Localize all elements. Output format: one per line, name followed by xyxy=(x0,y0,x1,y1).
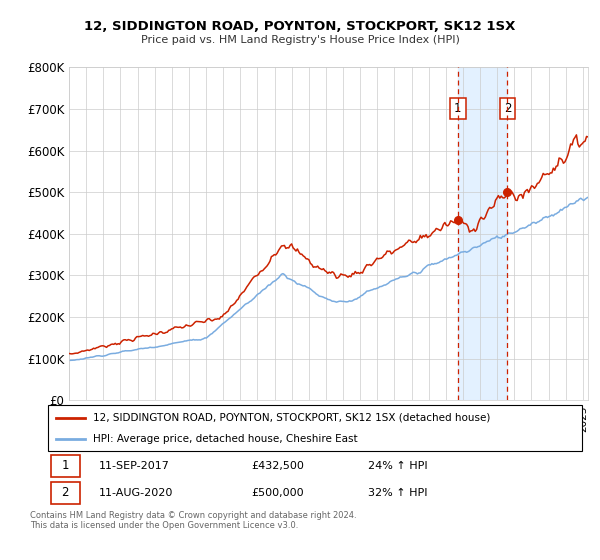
Text: Price paid vs. HM Land Registry's House Price Index (HPI): Price paid vs. HM Land Registry's House … xyxy=(140,35,460,45)
Text: 11-AUG-2020: 11-AUG-2020 xyxy=(99,488,173,498)
Text: 24% ↑ HPI: 24% ↑ HPI xyxy=(368,461,428,471)
FancyBboxPatch shape xyxy=(50,455,80,477)
Text: £500,000: £500,000 xyxy=(251,488,304,498)
FancyBboxPatch shape xyxy=(48,405,582,451)
Text: HPI: Average price, detached house, Cheshire East: HPI: Average price, detached house, Ches… xyxy=(94,435,358,444)
Text: Contains HM Land Registry data © Crown copyright and database right 2024.
This d: Contains HM Land Registry data © Crown c… xyxy=(30,511,356,530)
Text: £432,500: £432,500 xyxy=(251,461,304,471)
Text: 12, SIDDINGTON ROAD, POYNTON, STOCKPORT, SK12 1SX: 12, SIDDINGTON ROAD, POYNTON, STOCKPORT,… xyxy=(85,20,515,32)
Text: 2: 2 xyxy=(504,102,511,115)
Text: 12, SIDDINGTON ROAD, POYNTON, STOCKPORT, SK12 1SX (detached house): 12, SIDDINGTON ROAD, POYNTON, STOCKPORT,… xyxy=(94,413,491,423)
Text: 32% ↑ HPI: 32% ↑ HPI xyxy=(368,488,428,498)
Text: 11-SEP-2017: 11-SEP-2017 xyxy=(99,461,170,471)
Text: 2: 2 xyxy=(62,487,69,500)
Text: 1: 1 xyxy=(62,459,69,472)
Bar xyxy=(458,67,508,400)
FancyBboxPatch shape xyxy=(50,482,80,504)
Text: 1: 1 xyxy=(454,102,461,115)
